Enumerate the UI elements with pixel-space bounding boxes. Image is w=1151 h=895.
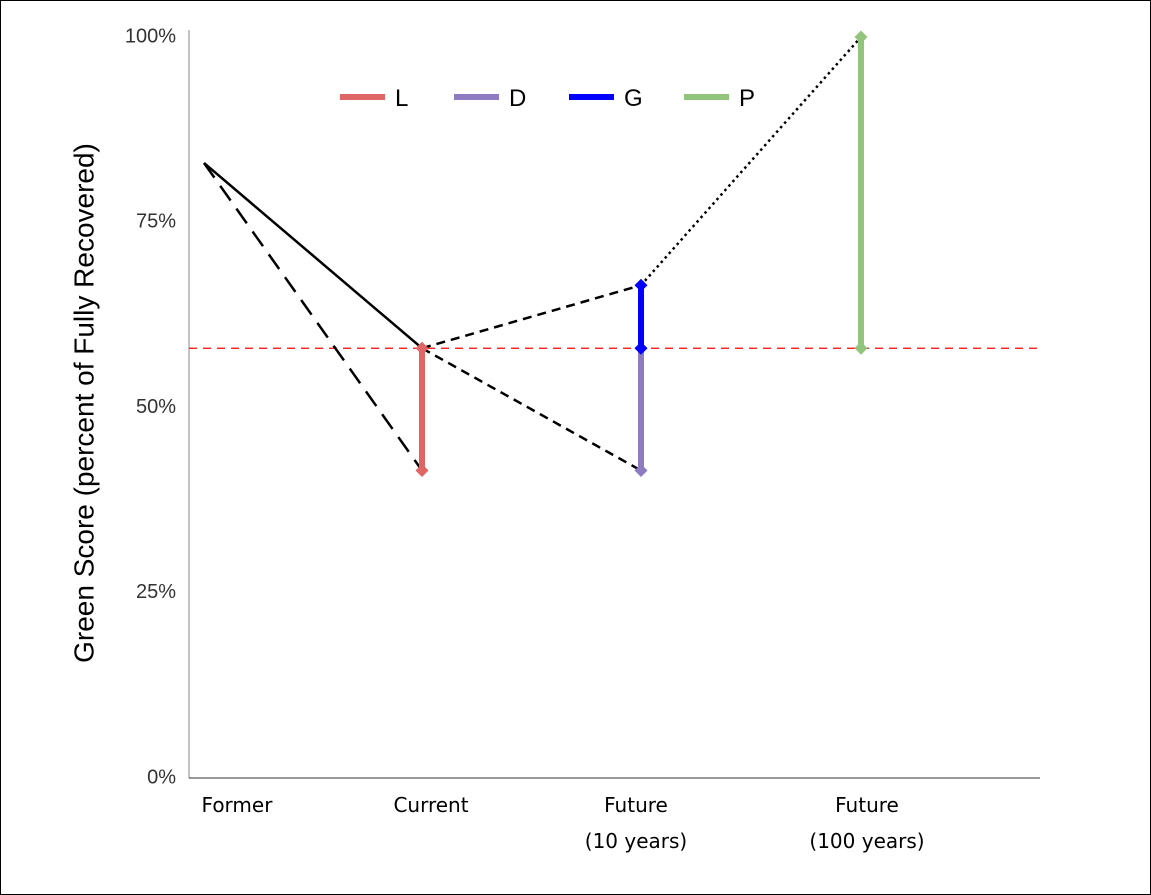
x-tick-label: Current xyxy=(393,793,468,817)
legend-label-L: L xyxy=(395,85,408,112)
trajectory-line-dash xyxy=(421,347,642,472)
x-tick-label-line2: (100 years) xyxy=(809,829,924,853)
y-tick-label: 75% xyxy=(136,211,176,233)
x-tick-label: Future xyxy=(835,793,899,817)
x-tick-label: Former xyxy=(202,793,274,817)
range-bar-start-marker-L xyxy=(415,341,429,355)
legend-label-P: P xyxy=(739,85,755,112)
legend-label-G: G xyxy=(624,85,643,112)
range-bar-start-marker-G xyxy=(634,341,648,355)
y-axis-label: Green Score (percent of Fully Recovered) xyxy=(68,143,99,663)
trajectory-line-dotted xyxy=(640,36,862,287)
x-tick-label: Future xyxy=(604,793,668,817)
range-bar-end-marker-P xyxy=(854,30,868,44)
y-tick-label: 25% xyxy=(136,581,176,603)
trajectory-line-dash xyxy=(421,284,642,350)
y-tick-label: 100% xyxy=(125,25,176,47)
legend-label-D: D xyxy=(509,85,526,112)
range-bar-start-marker-P xyxy=(854,341,868,355)
trajectory-line-long-dash xyxy=(202,162,424,472)
y-tick-label: 50% xyxy=(136,396,176,418)
trajectory-line-solid xyxy=(203,162,423,350)
y-tick-label: 0% xyxy=(147,766,176,788)
range-bar-end-marker-G xyxy=(634,278,648,292)
range-bar-end-marker-L xyxy=(415,463,429,477)
trajectory-lines xyxy=(202,36,862,472)
range-bar-end-marker-D xyxy=(634,463,648,477)
x-tick-label-line2: (10 years) xyxy=(585,829,687,853)
x-tick-labels: Former Current Future (10 years) Future (100 … xyxy=(202,793,925,853)
range-bars xyxy=(415,30,868,477)
y-tick-labels: 0% 25% 50% 75% 100% xyxy=(125,25,176,788)
